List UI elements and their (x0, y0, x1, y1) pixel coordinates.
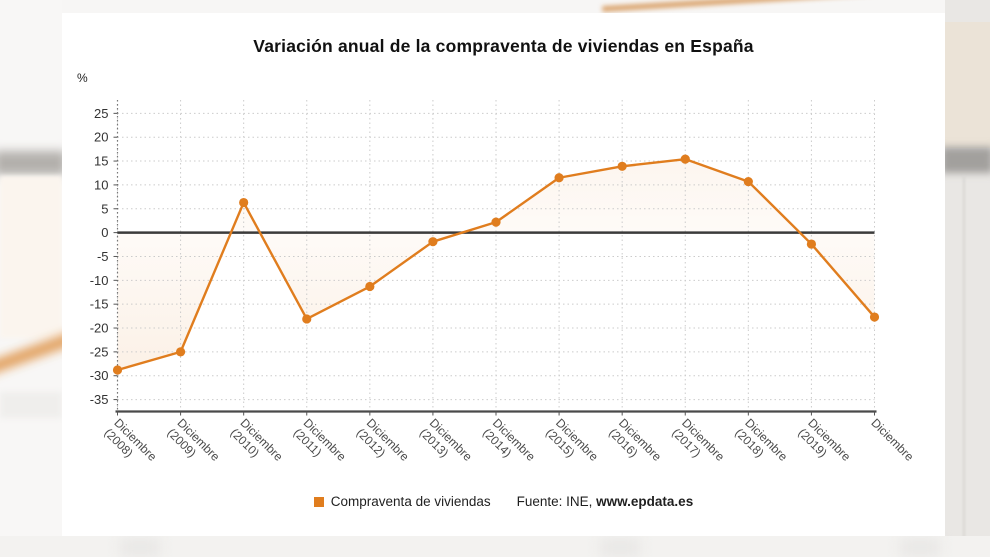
y-tick-label: 15 (94, 154, 108, 169)
y-axis-unit-label: % (77, 71, 88, 85)
source-note: Fuente: INE, www.epdata.es (517, 494, 694, 509)
data-point (175, 347, 186, 357)
data-points (112, 154, 880, 375)
x-tick-label: Diciembre(2010) (228, 416, 286, 474)
y-tick-label: 25 (94, 106, 108, 121)
y-tick-label: 20 (94, 130, 108, 145)
x-tick-label: Diciembre(2013) (417, 416, 475, 474)
background-smudge (900, 538, 940, 557)
x-axis (115, 410, 877, 416)
y-tick-label: -35 (90, 392, 109, 407)
data-point (806, 239, 817, 249)
background-beige-patch (945, 22, 990, 148)
background-smudge (120, 538, 160, 557)
data-point (428, 237, 438, 247)
x-tick-label: Diciembre(2012) (354, 416, 412, 474)
source-link[interactable]: www.epdata.es (596, 494, 694, 509)
data-point (239, 197, 249, 208)
background-smudge (600, 538, 640, 557)
background-cream-patch (0, 176, 62, 338)
background-gray-band (0, 392, 62, 418)
data-point (869, 312, 880, 322)
x-tick-label: Diciembre(2009) (165, 416, 223, 474)
data-point (365, 281, 375, 292)
y-tick-label: 0 (101, 225, 108, 240)
legend-swatch-icon (313, 496, 324, 507)
chart-title: Variación anual de la compraventa de viv… (253, 36, 754, 56)
x-tick-label: Diciembre(2018) (732, 416, 790, 474)
x-tick-label: Diciembre(2017) (669, 416, 727, 474)
source-prefix: Fuente: INE, (516, 494, 597, 509)
y-axis: 25 20 15 10 5 0 -5 -10 -15 -20 -25 -30 -35 (90, 100, 119, 412)
x-tick-label: Diciembre(2019) (795, 416, 853, 474)
background-gray-band (0, 151, 66, 175)
x-tick-label: Diciembre (868, 416, 916, 464)
background-bottom-band (0, 536, 990, 557)
x-tick-label: Diciembre(2014) (480, 416, 538, 474)
data-point (491, 217, 501, 227)
data-point (743, 176, 753, 187)
data-point (112, 365, 123, 375)
chart-legend: Compraventa de viviendas Fuente: INE, ww… (62, 494, 945, 509)
background-vertical-line (963, 176, 965, 546)
x-tick-label: Diciembre(2016) (606, 416, 664, 474)
y-tick-label: -10 (90, 273, 109, 288)
y-tick-label: -5 (97, 249, 109, 264)
x-tick-label: Diciembre(2011) (291, 416, 349, 474)
x-axis-labels: Diciembre(2008) Diciembre(2009) Diciembre(… (101, 416, 916, 474)
data-point (680, 154, 690, 164)
gridlines (117, 100, 875, 412)
y-tick-label: 10 (94, 177, 108, 192)
y-tick-label: -30 (90, 368, 109, 383)
x-tick-label: Diciembre(2008) (101, 416, 159, 474)
y-tick-label: -20 (90, 321, 109, 336)
legend-series-label: Compraventa de viviendas (330, 494, 491, 509)
x-tick-label: Diciembre(2015) (543, 416, 601, 474)
y-tick-label: -15 (90, 297, 109, 312)
y-tick-label: -25 (90, 344, 109, 359)
data-point (302, 314, 312, 324)
data-point (554, 173, 564, 183)
background-gray-band (941, 147, 990, 173)
data-point (617, 161, 627, 171)
y-tick-label: 5 (101, 201, 108, 216)
legend-item-compraventa: Compraventa de viviendas (313, 494, 491, 509)
